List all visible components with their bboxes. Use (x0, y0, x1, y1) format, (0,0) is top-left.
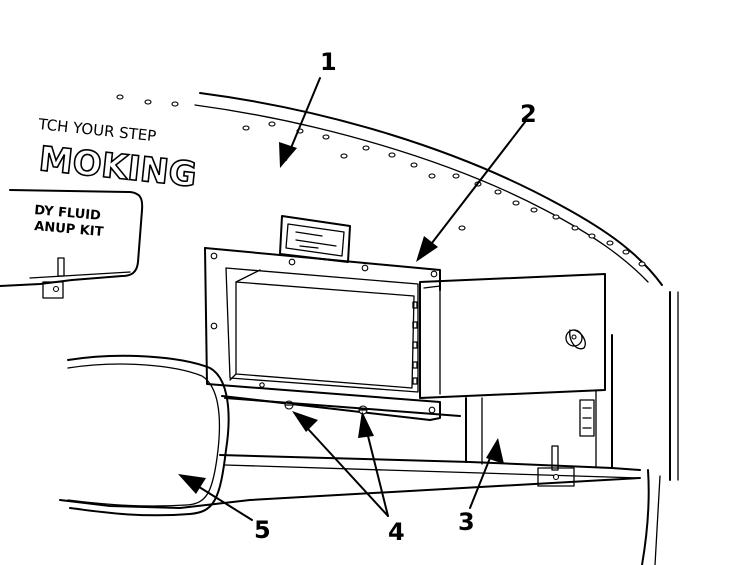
arrow-5-head (178, 474, 206, 494)
lower-panel-latch-icon (537, 445, 575, 487)
hinge-pins (412, 301, 418, 385)
panel-indicator (579, 399, 595, 437)
arrow-1-head (279, 142, 297, 168)
lower-structure (59, 397, 641, 509)
top-seam-rivets (116, 94, 646, 267)
window-frame (67, 354, 230, 517)
cleanup-kit-panel (0, 189, 144, 299)
arrow-4b-head (358, 411, 374, 438)
callout-3: 3 (458, 508, 475, 536)
fuselage-top-edge (194, 92, 663, 286)
callout-labels: 1 2 3 4 5 (254, 48, 537, 546)
stencil-cleanup-kit: ANUP KIT (34, 219, 105, 240)
open-access-door (419, 273, 606, 399)
callout-1: 1 (320, 48, 337, 76)
callout-5: 5 (254, 516, 271, 544)
arrow-2-head (416, 236, 438, 262)
access-panel (204, 247, 441, 421)
lower-access-panel (465, 334, 613, 487)
callout-2: 2 (520, 100, 537, 128)
kit-panel-latch-icon (42, 257, 65, 299)
leader-lines (178, 77, 526, 521)
arrow-3-head (486, 438, 504, 464)
stencil-hydraulic-fluid: DY FLUID (34, 203, 102, 224)
door-latch-icon (565, 329, 586, 350)
callout-4: 4 (388, 518, 405, 546)
stencil-markings: TCH YOUR STEP MOKING DY FLUID ANUP KIT (34, 115, 200, 240)
right-edge-structure (641, 291, 679, 565)
stencil-no-smoking: MOKING (37, 139, 198, 195)
arrow-4a-head (292, 411, 318, 432)
